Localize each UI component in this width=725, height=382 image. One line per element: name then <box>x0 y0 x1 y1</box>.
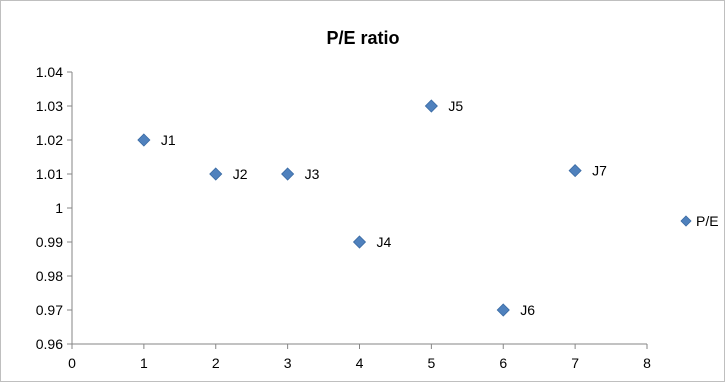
y-tick-label: 1.01 <box>36 166 63 182</box>
legend: P/E <box>680 213 719 229</box>
x-tick-label: 3 <box>284 355 292 371</box>
data-label-j2: J2 <box>233 166 248 182</box>
data-label-j6: J6 <box>520 302 535 318</box>
y-tick-label: 1.02 <box>36 132 63 148</box>
data-points: J1 J2 J3 J4 J5 J6 J7 <box>137 98 607 318</box>
data-label-j5: J5 <box>448 98 463 114</box>
legend-marker <box>680 215 692 227</box>
data-point-j1 <box>137 133 151 147</box>
x-tick-label: 2 <box>212 355 220 371</box>
x-tick-label: 1 <box>140 355 148 371</box>
y-tick-label: 0.96 <box>36 336 63 352</box>
data-label-j3: J3 <box>305 166 320 182</box>
data-point-j3 <box>281 167 295 181</box>
y-tick-label: 0.99 <box>36 234 63 250</box>
y-tick-label: 0.97 <box>36 302 63 318</box>
data-point-j5 <box>424 99 438 113</box>
legend-label: P/E <box>696 213 719 229</box>
data-label-j1: J1 <box>161 132 176 148</box>
y-tick-label: 1.03 <box>36 98 63 114</box>
x-tick-label: 8 <box>643 355 651 371</box>
data-point-j2 <box>209 167 223 181</box>
data-label-j4: J4 <box>377 234 392 250</box>
x-tick-label: 4 <box>356 355 364 371</box>
x-tick-label: 0 <box>68 355 76 371</box>
y-tick-label: 0.98 <box>36 268 63 284</box>
y-axis-ticks: 0.96 0.97 0.98 0.99 1 1.01 1.02 1.03 1.04 <box>36 64 72 352</box>
x-axis-ticks: 0 1 2 3 4 5 6 7 8 <box>68 344 651 371</box>
x-tick-label: 5 <box>427 355 435 371</box>
data-label-j7: J7 <box>592 163 607 179</box>
y-tick-label: 1.04 <box>36 64 63 80</box>
data-point-j7 <box>568 164 582 178</box>
x-tick-label: 7 <box>571 355 579 371</box>
data-point-j4 <box>352 235 367 249</box>
x-tick-label: 6 <box>499 355 507 371</box>
y-tick-label: 1 <box>55 200 63 216</box>
chart-title: P/E ratio <box>326 28 399 48</box>
data-point-j6 <box>496 303 510 317</box>
